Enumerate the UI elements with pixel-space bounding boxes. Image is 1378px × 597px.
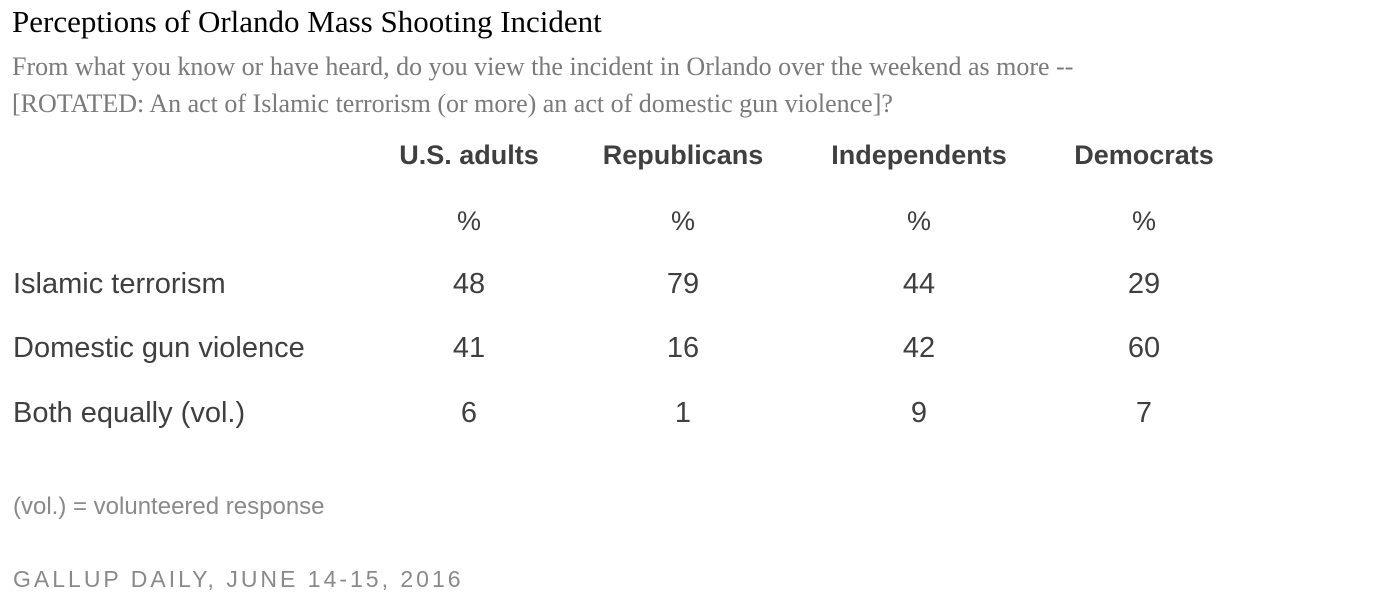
source-credit: GALLUP DAILY, JUNE 14-15, 2016 bbox=[13, 566, 464, 592]
column-header: Republicans bbox=[602, 140, 764, 170]
table-cell: 7 bbox=[1135, 397, 1153, 429]
chart-title: Perceptions of Orlando Mass Shooting Inc… bbox=[12, 4, 602, 39]
table-cell: 1 bbox=[674, 397, 692, 429]
table-cell: 9 bbox=[910, 397, 928, 429]
unit-label: % bbox=[670, 206, 696, 236]
table-cell: 16 bbox=[666, 332, 700, 364]
subtitle-line-2: [ROTATED: An act of Islamic terrorism (o… bbox=[12, 89, 893, 118]
chart-subtitle: From what you know or have heard, do you… bbox=[12, 48, 1362, 122]
column-header: U.S. adults bbox=[399, 140, 539, 170]
table-cell: 29 bbox=[1127, 268, 1161, 300]
subtitle-line-1: From what you know or have heard, do you… bbox=[12, 52, 1074, 81]
footnote: (vol.) = volunteered response bbox=[13, 493, 325, 520]
unit-label: % bbox=[1131, 206, 1157, 236]
row-label: Both equally (vol.) bbox=[13, 397, 246, 429]
column-header: Independents bbox=[831, 140, 1007, 170]
row-label: Islamic terrorism bbox=[13, 268, 226, 300]
row-label: Domestic gun violence bbox=[13, 332, 305, 364]
table-cell: 41 bbox=[452, 332, 486, 364]
unit-label: % bbox=[456, 206, 482, 236]
column-header: Democrats bbox=[1074, 140, 1214, 170]
table-cell: 48 bbox=[452, 268, 486, 300]
table-cell: 44 bbox=[902, 268, 936, 300]
table-cell: 60 bbox=[1127, 332, 1161, 364]
unit-label: % bbox=[906, 206, 932, 236]
table-cell: 79 bbox=[666, 268, 700, 300]
table-cell: 6 bbox=[460, 397, 478, 429]
table-cell: 42 bbox=[902, 332, 936, 364]
